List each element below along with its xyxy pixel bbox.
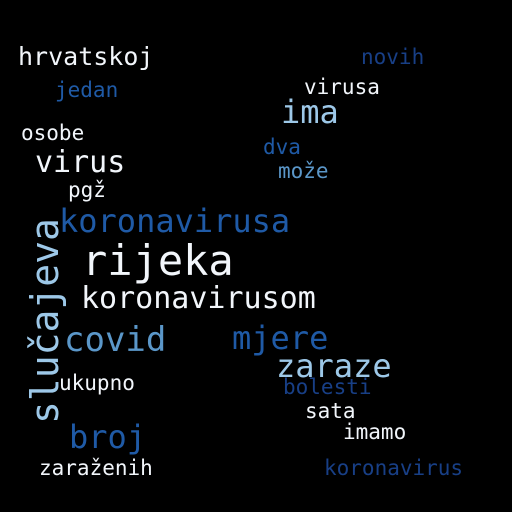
word-covid: covid	[64, 320, 167, 360]
word-koronavirus: koronavirus	[324, 456, 464, 480]
word-ima: ima	[281, 93, 339, 131]
word-hrvatskoj: hrvatskoj	[18, 42, 154, 71]
word-broj: broj	[69, 418, 147, 456]
word-koronavirusa: koronavirusa	[59, 202, 291, 240]
word-zarazenih: zaraženih	[39, 456, 153, 480]
word-virus: virus	[35, 145, 126, 180]
word-imamo: imamo	[343, 420, 407, 444]
word-dva: dva	[263, 135, 301, 159]
word-novih: novih	[361, 45, 425, 69]
word-mjere: mjere	[232, 319, 329, 357]
word-osobe: osobe	[21, 121, 85, 145]
word-bolesti: bolesti	[283, 375, 372, 399]
word-rijeka: rijeka	[82, 236, 234, 285]
word-jedan: jedan	[55, 78, 119, 102]
word-sata: sata	[305, 399, 356, 423]
word-ukupno: ukupno	[59, 371, 135, 395]
word-koronavirusom: koronavirusom	[81, 281, 316, 316]
word-moze: može	[278, 159, 329, 183]
word-virusa: virusa	[304, 75, 380, 99]
word-zaraze: zaraze	[276, 347, 392, 385]
word-pgz: pgž	[68, 178, 106, 202]
